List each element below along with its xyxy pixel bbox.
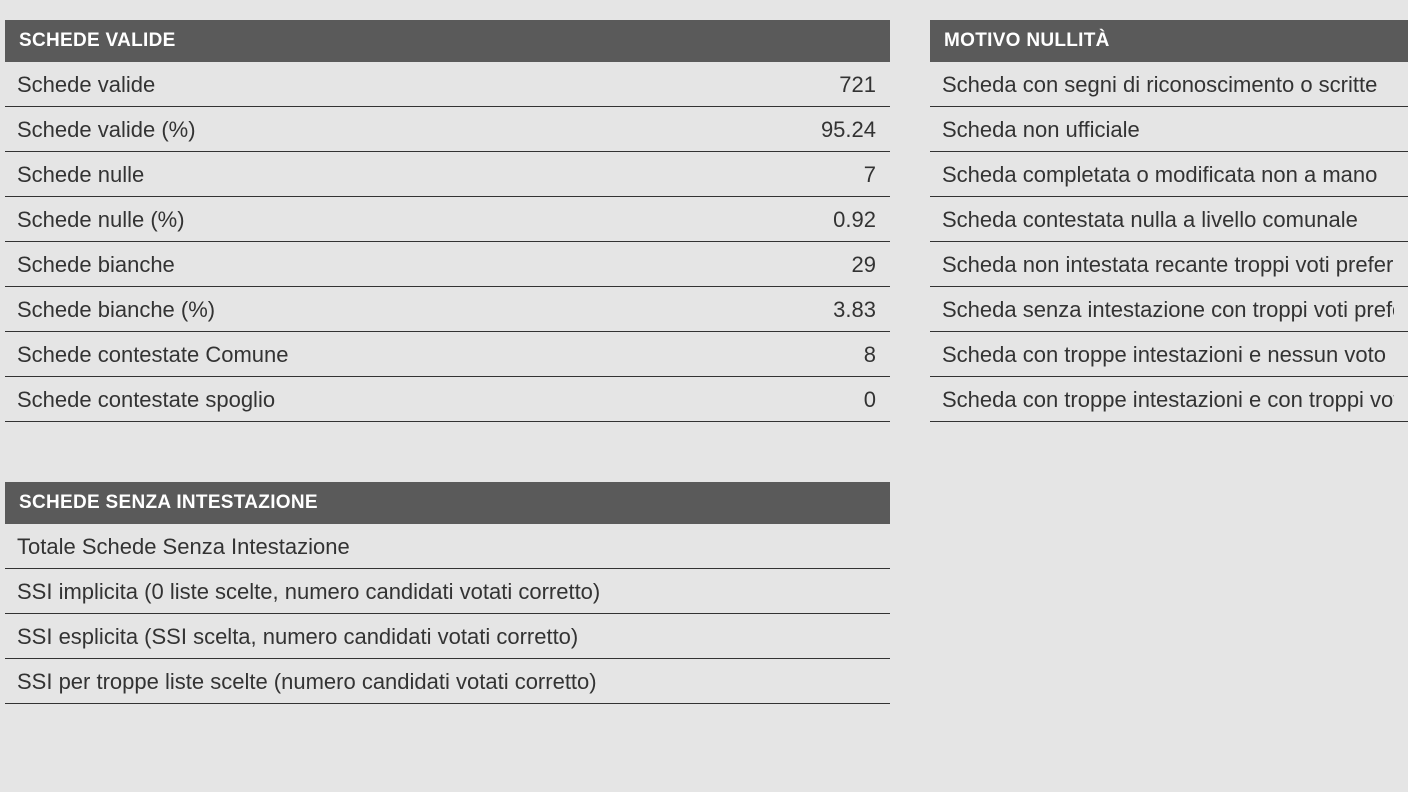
row-label: Schede contestate Comune	[17, 342, 289, 368]
row-value: 0.92	[833, 207, 876, 233]
table-schede-valide: SCHEDE VALIDE Schede valide 721 Schede v…	[5, 20, 890, 422]
row-label: Schede valide (%)	[17, 117, 196, 143]
row-value: 29	[852, 252, 876, 278]
top-row: SCHEDE VALIDE Schede valide 721 Schede v…	[5, 20, 1408, 422]
row-label: Scheda non intestata recante troppi voti…	[942, 252, 1394, 278]
row-label: Schede valide	[17, 72, 155, 98]
row-label: SSI implicita (0 liste scelte, numero ca…	[17, 579, 600, 605]
row-label: Scheda con troppe intestazioni e nessun …	[942, 342, 1386, 368]
table-row: Scheda con troppe intestazioni e nessun …	[930, 332, 1408, 377]
row-label: Scheda con troppe intestazioni e con tro…	[942, 387, 1394, 413]
row-label: Scheda con segni di riconoscimento o scr…	[942, 72, 1377, 98]
row-label: Schede contestate spoglio	[17, 387, 275, 413]
row-label: Schede bianche (%)	[17, 297, 215, 323]
table-row: Scheda contestata nulla a livello comuna…	[930, 197, 1408, 242]
table-row: Schede valide (%) 95.24	[5, 107, 890, 152]
table-row: Schede contestate Comune 8	[5, 332, 890, 377]
table-header-ssi: SCHEDE SENZA INTESTAZIONE	[5, 482, 890, 524]
row-label: SSI per troppe liste scelte (numero cand…	[17, 669, 597, 695]
row-label: Totale Schede Senza Intestazione	[17, 534, 350, 560]
row-value: 3.83	[833, 297, 876, 323]
table-row: Scheda completata o modificata non a man…	[930, 152, 1408, 197]
row-label: Scheda contestata nulla a livello comuna…	[942, 207, 1358, 233]
table-row: Scheda senza intestazione con troppi vot…	[930, 287, 1408, 332]
table-row: Totale Schede Senza Intestazione	[5, 524, 890, 569]
table-row: SSI esplicita (SSI scelta, numero candid…	[5, 614, 890, 659]
table-row: Scheda con troppe intestazioni e con tro…	[930, 377, 1408, 422]
table-row: SSI implicita (0 liste scelte, numero ca…	[5, 569, 890, 614]
row-label: Scheda senza intestazione con troppi vot…	[942, 297, 1394, 323]
table-row: Schede bianche 29	[5, 242, 890, 287]
row-value: 95.24	[821, 117, 876, 143]
row-value: 0	[864, 387, 876, 413]
row-label: Schede nulle	[17, 162, 144, 188]
row-label: Scheda non ufficiale	[942, 117, 1140, 143]
table-schede-senza-intestazione: SCHEDE SENZA INTESTAZIONE Totale Schede …	[5, 482, 890, 704]
row-label: Schede bianche	[17, 252, 175, 278]
page-container: SCHEDE VALIDE Schede valide 721 Schede v…	[0, 0, 1408, 704]
table-header-motivo-nullita: MOTIVO NULLITÀ	[930, 20, 1408, 62]
table-row: Scheda con segni di riconoscimento o scr…	[930, 62, 1408, 107]
row-value: 8	[864, 342, 876, 368]
table-row: Schede contestate spoglio 0	[5, 377, 890, 422]
table-motivo-nullita: MOTIVO NULLITÀ Scheda con segni di ricon…	[930, 20, 1408, 422]
table-row: Schede bianche (%) 3.83	[5, 287, 890, 332]
row-label: Scheda completata o modificata non a man…	[942, 162, 1377, 188]
row-label: Schede nulle (%)	[17, 207, 185, 233]
table-row: Schede valide 721	[5, 62, 890, 107]
table-row: Scheda non intestata recante troppi voti…	[930, 242, 1408, 287]
row-value: 7	[864, 162, 876, 188]
table-row: Scheda non ufficiale	[930, 107, 1408, 152]
table-row: SSI per troppe liste scelte (numero cand…	[5, 659, 890, 704]
row-label: SSI esplicita (SSI scelta, numero candid…	[17, 624, 578, 650]
row-value: 721	[839, 72, 876, 98]
table-header-schede-valide: SCHEDE VALIDE	[5, 20, 890, 62]
table-row: Schede nulle (%) 0.92	[5, 197, 890, 242]
table-row: Schede nulle 7	[5, 152, 890, 197]
